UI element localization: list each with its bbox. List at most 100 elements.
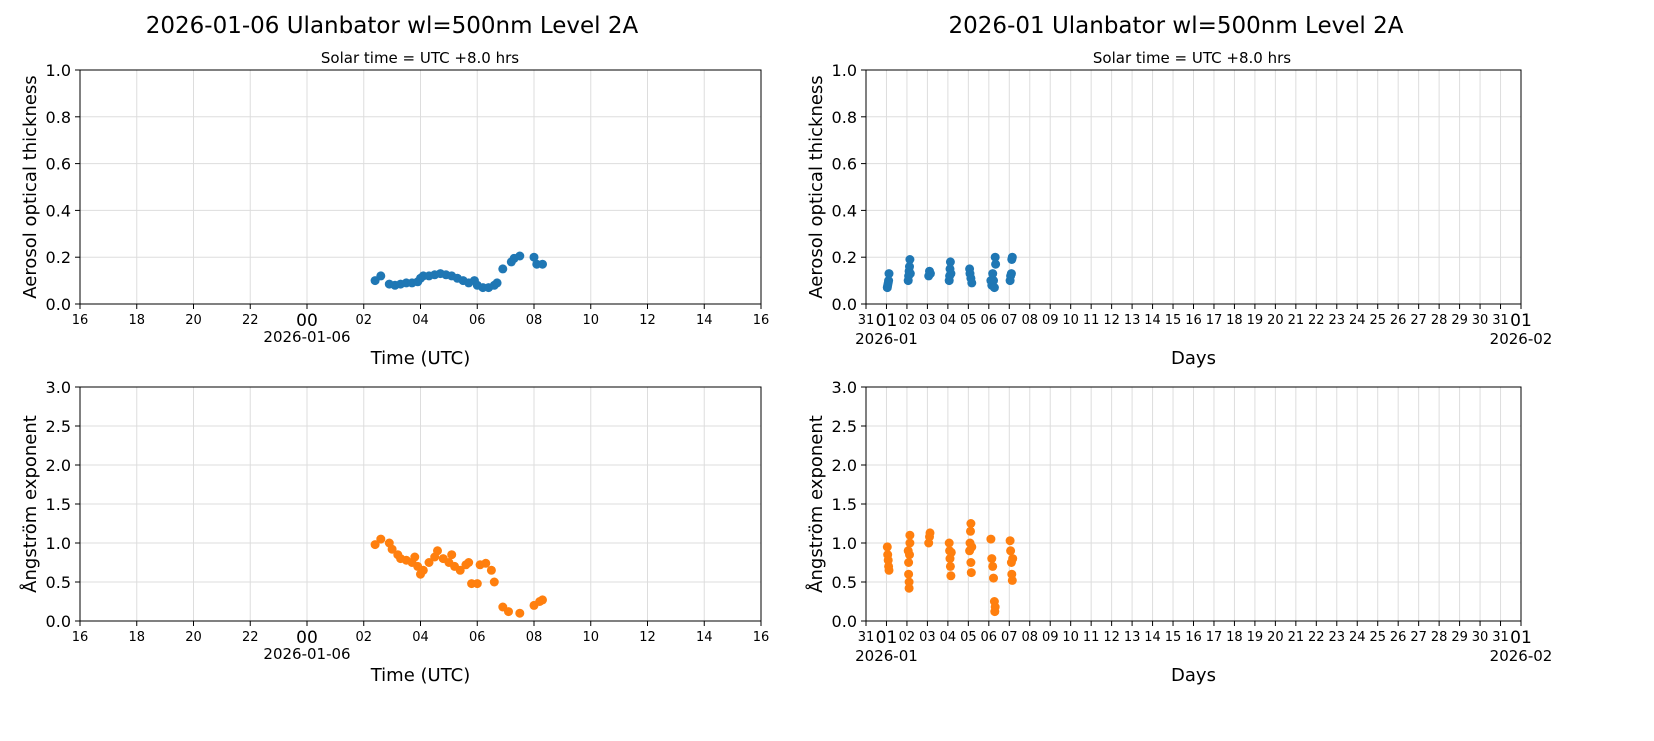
- data-point: [1005, 536, 1015, 546]
- x-tick-label: 10: [582, 313, 599, 328]
- left-subtitle: Solar time = UTC +8.0 hrs: [321, 49, 519, 67]
- x-tick-label: 30: [1472, 313, 1489, 328]
- y-axis-label: Aerosol optical thickness: [20, 75, 41, 298]
- x-tick-label: 04: [940, 630, 957, 645]
- x-tick-label: 23: [1329, 313, 1346, 328]
- x-axis-label: Time (UTC): [370, 665, 471, 686]
- x-tick-label: 05: [960, 313, 977, 328]
- data-point: [1007, 252, 1017, 262]
- x-tick-label: 31: [858, 313, 875, 328]
- y-tick-label: 0.8: [832, 108, 857, 127]
- y-tick-label: 3.0: [832, 378, 857, 397]
- y-tick-label: 0.6: [832, 155, 857, 174]
- left-title: 2026-01-06 Ulanbator wl=500nm Level 2A: [146, 13, 639, 39]
- data-point: [387, 544, 397, 554]
- right-title: 2026-01 Ulanbator wl=500nm Level 2A: [949, 13, 1404, 39]
- y-axis-label: Ångström exponent: [805, 415, 827, 593]
- x-tick-label: 02: [899, 313, 916, 328]
- x-tick-label: 00: [296, 628, 318, 648]
- x-tick-label: 29: [1451, 313, 1468, 328]
- x-tick-label: 07: [1001, 313, 1018, 328]
- x-tick-label: 01: [1510, 311, 1532, 331]
- data-point: [1006, 269, 1016, 279]
- x-month-label: 2026-02: [1490, 647, 1553, 665]
- data-point: [946, 269, 956, 279]
- data-point: [529, 252, 539, 262]
- y-tick-label: 1.0: [46, 534, 71, 553]
- x-tick-label: 12: [1103, 630, 1120, 645]
- x-tick-label: 20: [185, 630, 202, 645]
- data-point: [376, 271, 386, 281]
- x-tick-label: 16: [753, 630, 770, 645]
- data-point: [905, 538, 915, 548]
- x-tick-label: 02: [355, 630, 372, 645]
- x-tick-label: 15: [1165, 313, 1182, 328]
- x-tick-label: 29: [1451, 630, 1468, 645]
- data-point: [486, 565, 496, 575]
- x-tick-label: 01: [1510, 628, 1532, 648]
- x-month-label: 2026-01: [855, 330, 918, 348]
- data-point: [945, 561, 955, 571]
- x-tick-label: 12: [639, 630, 656, 645]
- axes-frame: [865, 386, 1522, 622]
- x-tick-label: 06: [981, 630, 998, 645]
- y-tick-label: 1.5: [832, 495, 857, 514]
- data-point: [1008, 554, 1018, 564]
- data-point: [464, 558, 474, 567]
- x-tick-label: 12: [1103, 313, 1120, 328]
- x-tick-label: 03: [919, 630, 936, 645]
- x-tick-label: 26: [1390, 630, 1407, 645]
- x-tick-label: 06: [469, 630, 486, 645]
- x-tick-label: 22: [1308, 313, 1325, 328]
- x-tick-label: 05: [960, 630, 977, 645]
- x-tick-label: 08: [1021, 630, 1038, 645]
- y-tick-label: 3.0: [46, 378, 71, 397]
- x-tick-label: 08: [1021, 313, 1038, 328]
- data-point: [884, 565, 894, 575]
- data-point: [1007, 575, 1017, 585]
- data-point: [988, 561, 998, 571]
- y-tick-label: 0.5: [46, 573, 71, 592]
- x-tick-label: 22: [1308, 630, 1325, 645]
- x-tick-label: 27: [1410, 630, 1427, 645]
- y-tick-label: 0.4: [46, 201, 71, 220]
- x-tick-label: 19: [1247, 630, 1264, 645]
- x-tick-label: 18: [128, 313, 145, 328]
- data-point: [433, 546, 442, 556]
- y-tick-label: 1.0: [832, 61, 857, 80]
- x-tick-label: 14: [696, 313, 713, 328]
- x-tick-label: 19: [1247, 313, 1264, 328]
- x-tick-label: 24: [1349, 630, 1366, 645]
- y-tick-label: 0.0: [832, 612, 857, 631]
- y-axis-label: Aerosol optical thickness: [806, 75, 827, 298]
- data-point: [905, 530, 915, 540]
- x-tick-label: 01: [876, 311, 898, 331]
- data-point: [492, 278, 502, 288]
- data-point: [489, 577, 499, 587]
- data-point: [504, 607, 513, 617]
- x-tick-label: 25: [1369, 313, 1386, 328]
- x-tick-label: 18: [1226, 630, 1243, 645]
- x-tick-label: 04: [412, 313, 429, 328]
- data-point: [986, 534, 996, 544]
- x-axis-label: Time (UTC): [370, 348, 471, 369]
- y-tick-label: 2.5: [46, 417, 71, 436]
- x-tick-label: 06: [981, 313, 998, 328]
- data-point: [904, 558, 914, 567]
- data-point: [904, 583, 914, 593]
- data-point: [424, 558, 434, 567]
- x-tick-label: 10: [1062, 313, 1079, 328]
- x-tick-label: 03: [919, 313, 936, 328]
- data-point: [966, 519, 976, 528]
- x-date-label: 2026-01-06: [263, 328, 350, 346]
- subplot-4: 31 01 02 03 04 05 06 07 08 09 10 11 12 13 14 15 16 17 18 19…: [805, 378, 1552, 686]
- x-tick-label: 15: [1165, 630, 1182, 645]
- data-point: [498, 264, 508, 274]
- x-tick-label: 14: [696, 630, 713, 645]
- data-point: [472, 579, 482, 589]
- subplot-3: 16 18 20 22 00 02 04 06 08 10 12 14 160.00.51.01.52.…: [19, 378, 769, 686]
- data-point: [447, 550, 457, 560]
- x-tick-label: 30: [1472, 630, 1489, 645]
- data-point: [967, 278, 977, 288]
